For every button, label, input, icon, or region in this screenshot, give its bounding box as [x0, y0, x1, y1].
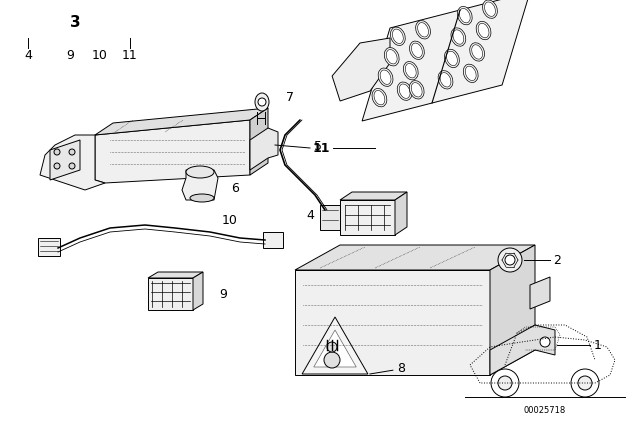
Text: 11: 11 [312, 142, 330, 155]
Ellipse shape [372, 88, 387, 107]
Polygon shape [295, 270, 490, 375]
Polygon shape [320, 205, 340, 230]
Polygon shape [490, 325, 555, 375]
Text: 4: 4 [24, 48, 32, 61]
Polygon shape [193, 272, 203, 310]
Ellipse shape [440, 73, 451, 87]
Polygon shape [148, 272, 203, 278]
Ellipse shape [418, 22, 428, 37]
Ellipse shape [387, 50, 397, 64]
Polygon shape [95, 108, 268, 135]
Ellipse shape [190, 194, 214, 202]
Ellipse shape [392, 29, 403, 43]
Text: 3: 3 [70, 14, 80, 30]
Ellipse shape [438, 71, 453, 89]
Ellipse shape [447, 51, 458, 65]
Polygon shape [263, 232, 283, 248]
Polygon shape [250, 128, 278, 170]
Polygon shape [490, 245, 535, 375]
Text: 00025718: 00025718 [524, 405, 566, 414]
Ellipse shape [390, 27, 405, 45]
Text: 7: 7 [286, 90, 294, 103]
Text: 4: 4 [306, 208, 314, 221]
Circle shape [327, 342, 337, 352]
Circle shape [54, 149, 60, 155]
Circle shape [69, 163, 75, 169]
Ellipse shape [465, 66, 476, 81]
Ellipse shape [409, 81, 424, 99]
Text: 1: 1 [594, 339, 602, 352]
Polygon shape [314, 330, 356, 367]
Ellipse shape [384, 47, 399, 66]
Text: 10: 10 [92, 48, 108, 61]
Polygon shape [40, 135, 105, 190]
Ellipse shape [255, 93, 269, 111]
Polygon shape [332, 38, 390, 101]
Polygon shape [95, 120, 250, 183]
Polygon shape [340, 192, 407, 200]
Ellipse shape [380, 70, 391, 84]
Text: 8: 8 [397, 362, 405, 375]
Circle shape [324, 352, 340, 368]
Circle shape [505, 255, 515, 265]
Polygon shape [530, 277, 550, 309]
Polygon shape [395, 192, 407, 235]
Circle shape [540, 337, 550, 347]
Text: 6: 6 [231, 181, 239, 194]
Ellipse shape [403, 61, 418, 80]
Circle shape [491, 369, 519, 397]
Ellipse shape [476, 22, 491, 40]
Ellipse shape [405, 64, 416, 78]
Text: 11: 11 [122, 48, 138, 61]
Polygon shape [148, 278, 193, 310]
Ellipse shape [472, 45, 483, 59]
Text: 10: 10 [222, 214, 238, 227]
Polygon shape [362, 0, 530, 121]
Text: 2: 2 [553, 254, 561, 267]
Text: 9: 9 [219, 288, 227, 301]
Text: 5: 5 [314, 139, 322, 152]
Ellipse shape [397, 82, 412, 100]
Ellipse shape [374, 90, 385, 105]
Polygon shape [302, 317, 368, 374]
Ellipse shape [463, 64, 478, 82]
Ellipse shape [186, 166, 214, 178]
Ellipse shape [399, 84, 410, 99]
Circle shape [69, 149, 75, 155]
Ellipse shape [410, 41, 424, 60]
Polygon shape [340, 200, 395, 235]
Text: 9: 9 [66, 48, 74, 61]
Circle shape [258, 98, 266, 106]
Ellipse shape [451, 28, 466, 46]
Ellipse shape [470, 43, 484, 61]
Ellipse shape [458, 6, 472, 25]
Ellipse shape [378, 68, 393, 86]
Polygon shape [50, 140, 80, 180]
Ellipse shape [483, 0, 497, 18]
Ellipse shape [484, 2, 495, 17]
Ellipse shape [412, 43, 422, 57]
Ellipse shape [453, 30, 464, 44]
Polygon shape [38, 238, 60, 256]
Polygon shape [182, 170, 218, 200]
Polygon shape [250, 108, 268, 175]
Ellipse shape [460, 9, 470, 23]
Circle shape [498, 248, 522, 272]
Ellipse shape [412, 82, 422, 97]
Circle shape [54, 163, 60, 169]
Circle shape [498, 376, 512, 390]
Polygon shape [295, 245, 535, 270]
Ellipse shape [445, 49, 460, 68]
Circle shape [571, 369, 599, 397]
Circle shape [578, 376, 592, 390]
Ellipse shape [415, 21, 431, 39]
Ellipse shape [478, 23, 489, 38]
